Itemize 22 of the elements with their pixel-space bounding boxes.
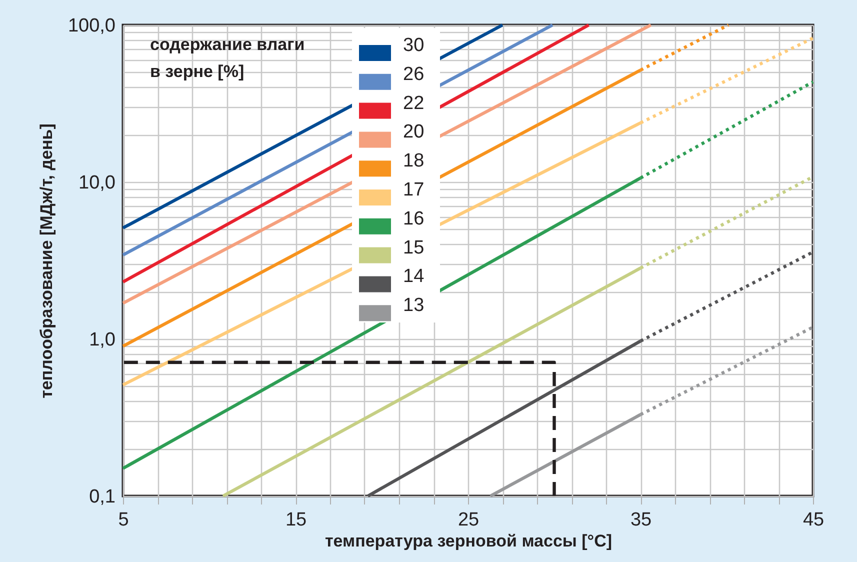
legend-title: содержание влаги в зерне [%] bbox=[150, 35, 305, 81]
legend-label: 26 bbox=[403, 64, 424, 85]
y-axis-title: теплообразование [МДж/т, день] bbox=[36, 124, 56, 398]
legend-label: 18 bbox=[403, 150, 424, 172]
x-tick-label: 5 bbox=[118, 510, 129, 530]
legend-label: 20 bbox=[403, 122, 424, 143]
y-tick-label: 100,0 bbox=[68, 16, 116, 36]
legend-label: 13 bbox=[403, 295, 424, 316]
legend-label: 15 bbox=[403, 237, 424, 258]
legend-label: 22 bbox=[403, 92, 424, 114]
x-tick-label: 15 bbox=[285, 510, 307, 530]
legend-label: 30 bbox=[403, 35, 424, 56]
legend-label: 17 bbox=[403, 180, 424, 200]
y-tick-label: 0,1 bbox=[89, 486, 116, 508]
y-tick-label: 10,0 bbox=[78, 172, 116, 194]
y-tick-label: 1,0 bbox=[89, 330, 116, 350]
legend-label: 16 bbox=[403, 208, 424, 230]
x-tick-label: 35 bbox=[630, 510, 652, 530]
x-axis-title: температура зерновой массы [°C] bbox=[324, 532, 612, 550]
legend-label: 14 bbox=[403, 266, 425, 288]
x-tick-label: 25 bbox=[458, 510, 480, 530]
x-tick-label: 45 bbox=[802, 510, 824, 530]
